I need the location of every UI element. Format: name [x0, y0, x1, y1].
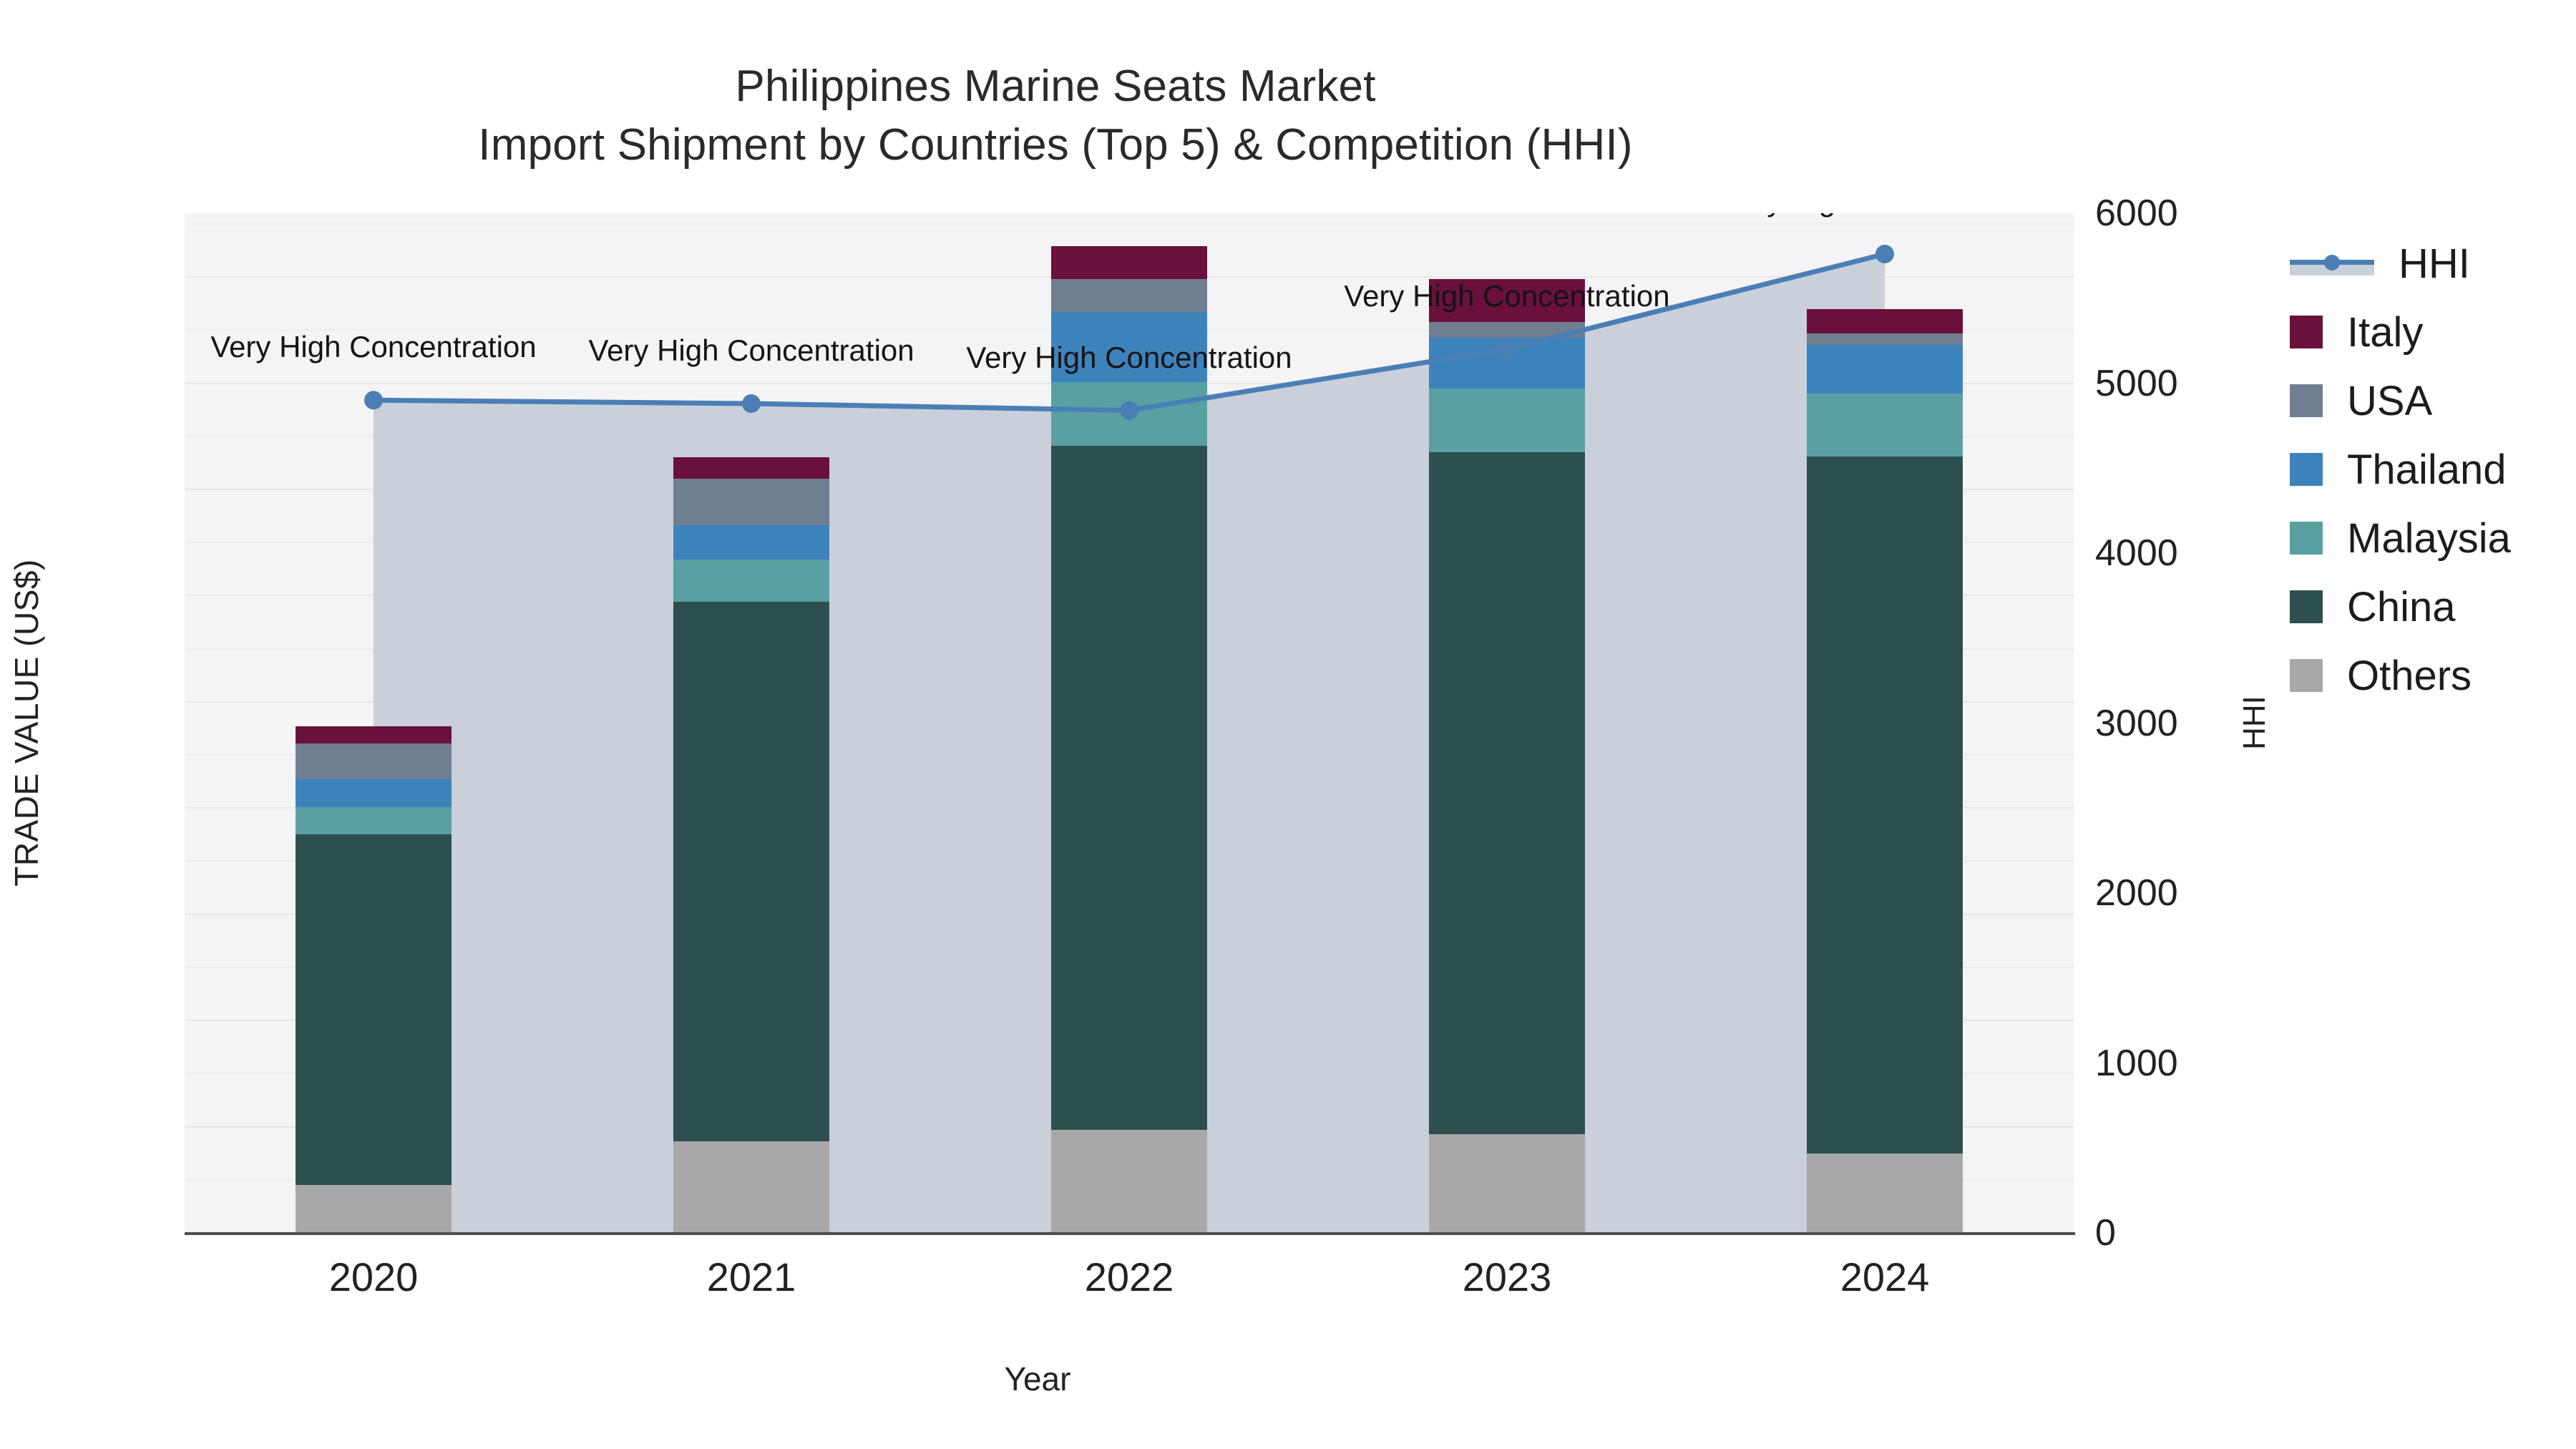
hhi-marker-2022[interactable]	[1120, 401, 1138, 420]
annotation-2020: Very High Concentration	[210, 330, 537, 364]
bar-segment-china-2023[interactable]	[1429, 452, 1585, 1134]
legend-item-malaysia[interactable]: Malaysia	[2290, 504, 2511, 572]
plot-inner: Very High Concentration Very High Concent…	[185, 213, 2074, 1233]
bar-segment-others-2020[interactable]	[296, 1185, 452, 1233]
bar-segment-malaysia-2020[interactable]	[296, 806, 452, 835]
legend-color-swatch	[2290, 659, 2323, 692]
bar-2024[interactable]	[1807, 213, 1963, 1233]
bar-segment-others-2022[interactable]	[1051, 1130, 1207, 1233]
annotation-2021: Very High Concentration	[588, 333, 914, 367]
y-tick-right: 5000	[2095, 362, 2178, 404]
legend-color-swatch	[2290, 384, 2323, 417]
x-tick-2020: 2020	[328, 1254, 419, 1299]
hhi-line	[364, 245, 1894, 420]
bar-segment-malaysia-2021[interactable]	[673, 559, 829, 602]
bar-segment-malaysia-2023[interactable]	[1429, 388, 1585, 452]
legend-label: Italy	[2347, 308, 2424, 356]
bar-segment-usa-2023[interactable]	[1429, 322, 1585, 338]
legend-label: USA	[2347, 377, 2433, 424]
annotation-2024: Very High Concentration	[1722, 213, 2047, 218]
legend: HHI Italy USA Thailand Malaysia China Others	[2290, 229, 2511, 710]
legend-color-swatch	[2290, 522, 2323, 555]
bar-segment-italy-2024[interactable]	[1807, 309, 1963, 333]
bar-segment-italy-2022[interactable]	[1051, 246, 1207, 280]
bar-segment-italy-2020[interactable]	[296, 726, 452, 743]
bar-2023[interactable]	[1429, 213, 1585, 1233]
legend-item-usa[interactable]: USA	[2290, 366, 2511, 435]
annotation-2022: Very High Concentration	[966, 340, 1292, 374]
bar-segment-others-2021[interactable]	[673, 1141, 829, 1233]
hhi-marker-2023[interactable]	[1498, 340, 1516, 358]
x-tick-2022: 2022	[1084, 1254, 1174, 1299]
bar-segment-thailand-2020[interactable]	[296, 779, 452, 807]
legend-item-china[interactable]: China	[2290, 572, 2511, 641]
legend-item-italy[interactable]: Italy	[2290, 298, 2511, 366]
legend-label: Others	[2347, 652, 2472, 699]
plot-area: Very High Concentration Very High Concent…	[185, 213, 2074, 1233]
bar-segment-thailand-2022[interactable]	[1051, 312, 1207, 383]
legend-color-swatch	[2290, 316, 2323, 348]
x-tick-2023: 2023	[1462, 1254, 1552, 1299]
y-tick-right: 4000	[2095, 532, 2178, 574]
bar-segment-china-2020[interactable]	[296, 834, 452, 1186]
legend-color-swatch	[2290, 590, 2323, 623]
bar-segment-others-2024[interactable]	[1807, 1153, 1963, 1233]
bar-segment-usa-2022[interactable]	[1051, 279, 1207, 313]
y-tick-right: 2000	[2095, 872, 2178, 914]
y-axis-right-label: HHI	[2237, 696, 2272, 750]
hhi-line-path	[373, 251, 1885, 414]
annotation-2023: Very High Concentration	[1344, 279, 1670, 313]
bar-segment-usa-2024[interactable]	[1807, 333, 1963, 346]
hhi-marker-2021[interactable]	[742, 394, 761, 413]
bar-segment-malaysia-2024[interactable]	[1807, 394, 1963, 457]
y-tick-right: 0	[2095, 1212, 2116, 1254]
chart-title-line1: Philippines Marine Seats Market	[735, 62, 1376, 111]
bar-segment-thailand-2021[interactable]	[673, 525, 829, 560]
legend-item-thailand[interactable]: Thailand	[2290, 435, 2511, 504]
bar-segment-italy-2021[interactable]	[673, 457, 829, 479]
bar-2021[interactable]	[673, 213, 829, 1233]
x-tick-2024: 2024	[1840, 1254, 1930, 1299]
bar-segment-others-2023[interactable]	[1429, 1133, 1585, 1233]
bar-segment-china-2024[interactable]	[1807, 456, 1963, 1153]
y-tick-right: 6000	[2095, 192, 2178, 234]
bar-segment-italy-2023[interactable]	[1429, 279, 1585, 323]
legend-marker-swatch	[2324, 255, 2340, 270]
bar-segment-thailand-2024[interactable]	[1807, 345, 1963, 394]
bar-2020[interactable]	[296, 213, 452, 1233]
x-axis-line	[185, 1232, 2075, 1235]
legend-label: Malaysia	[2347, 514, 2511, 562]
bar-segment-china-2022[interactable]	[1051, 446, 1207, 1131]
legend-label: China	[2347, 583, 2456, 630]
legend-item-hhi[interactable]: HHI	[2290, 229, 2511, 298]
bar-segment-china-2021[interactable]	[673, 602, 829, 1142]
x-axis-label: Year	[1004, 1360, 1071, 1397]
legend-label: HHI	[2399, 240, 2470, 287]
bar-segment-usa-2021[interactable]	[673, 479, 829, 526]
y-axis-left-label: TRADE VALUE (US$)	[8, 559, 45, 887]
legend-label: Thailand	[2347, 446, 2507, 493]
chart-subtitle: Import Shipment by Countries (Top 5) & C…	[478, 119, 1633, 170]
y-tick-right: 3000	[2095, 702, 2178, 744]
hhi-marker-2020[interactable]	[364, 391, 383, 410]
legend-item-others[interactable]: Others	[2290, 641, 2511, 710]
y-tick-right: 1000	[2095, 1042, 2178, 1084]
legend-line-swatch	[2290, 247, 2374, 280]
hhi-marker-2024[interactable]	[1875, 245, 1894, 263]
x-tick-2021: 2021	[706, 1254, 796, 1299]
bar-segment-usa-2020[interactable]	[296, 743, 452, 780]
gridline	[185, 223, 2074, 225]
chart-title: Philippines Marine Seats Market Import S…	[0, 57, 2111, 175]
legend-color-swatch	[2290, 453, 2323, 486]
